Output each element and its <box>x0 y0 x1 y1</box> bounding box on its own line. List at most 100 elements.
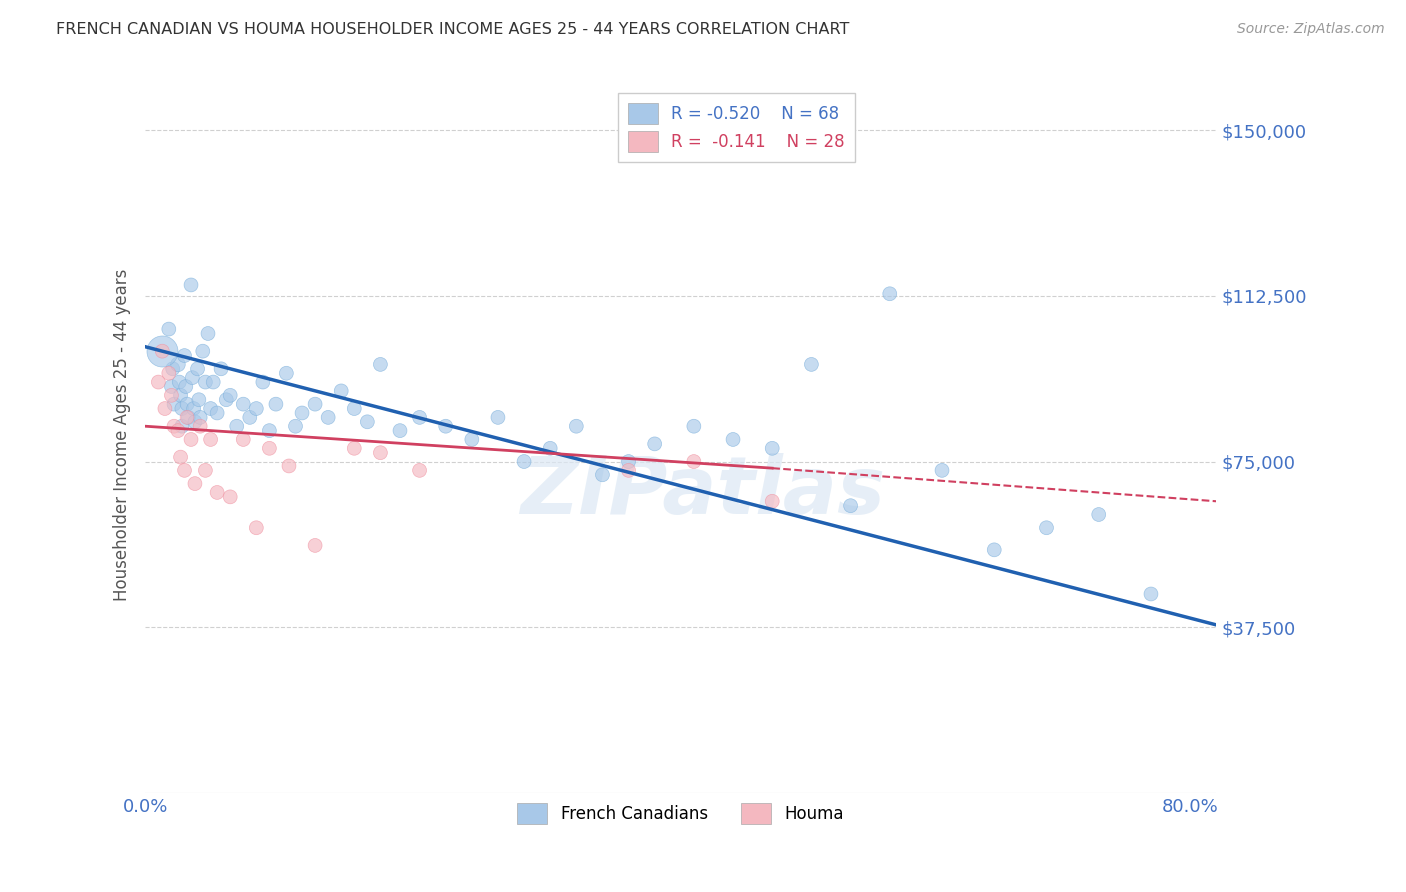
Point <box>839 499 862 513</box>
Point <box>232 397 254 411</box>
Y-axis label: Householder Income Ages 25 - 44 years: Householder Income Ages 25 - 44 years <box>114 268 131 601</box>
Point <box>245 401 267 416</box>
Point <box>184 476 207 491</box>
Point <box>180 277 202 292</box>
Point <box>239 410 262 425</box>
Point <box>215 392 238 407</box>
Point <box>219 490 242 504</box>
Point <box>191 344 214 359</box>
Point <box>617 454 640 468</box>
Point <box>513 454 536 468</box>
Point <box>408 463 430 477</box>
Point <box>169 450 191 464</box>
Point <box>644 437 666 451</box>
Point <box>194 463 217 477</box>
Point <box>370 446 392 460</box>
Legend: French Canadians, Houma: French Canadians, Houma <box>508 793 853 834</box>
Point <box>591 467 613 482</box>
Point <box>167 358 190 372</box>
Point <box>202 375 225 389</box>
Point <box>304 538 326 552</box>
Point <box>486 410 509 425</box>
Point <box>252 375 274 389</box>
Point <box>163 397 186 411</box>
Point <box>343 401 366 416</box>
Point <box>187 361 209 376</box>
Point <box>343 442 366 456</box>
Point <box>259 442 281 456</box>
Point <box>183 401 205 416</box>
Point <box>434 419 457 434</box>
Point <box>304 397 326 411</box>
Point <box>170 419 193 434</box>
Point <box>225 419 247 434</box>
Point <box>291 406 314 420</box>
Point <box>682 454 704 468</box>
Point <box>800 358 823 372</box>
Point <box>157 322 180 336</box>
Point <box>167 424 190 438</box>
Point <box>153 401 176 416</box>
Point <box>177 410 200 425</box>
Point <box>1087 508 1109 522</box>
Point <box>162 361 184 376</box>
Point <box>316 410 339 425</box>
Text: FRENCH CANADIAN VS HOUMA HOUSEHOLDER INCOME AGES 25 - 44 YEARS CORRELATION CHART: FRENCH CANADIAN VS HOUMA HOUSEHOLDER INC… <box>56 22 849 37</box>
Point <box>188 419 211 434</box>
Point <box>219 388 242 402</box>
Point <box>200 401 222 416</box>
Point <box>169 388 191 402</box>
Point <box>205 485 228 500</box>
Point <box>370 358 392 372</box>
Text: ZIPatlas: ZIPatlas <box>520 453 884 532</box>
Point <box>983 542 1005 557</box>
Point <box>761 442 783 456</box>
Point <box>721 433 744 447</box>
Point <box>330 384 353 398</box>
Point <box>1140 587 1163 601</box>
Point <box>148 375 170 389</box>
Point <box>157 366 180 380</box>
Point <box>388 424 411 438</box>
Point <box>197 326 219 341</box>
Point <box>461 433 484 447</box>
Text: Source: ZipAtlas.com: Source: ZipAtlas.com <box>1237 22 1385 37</box>
Point <box>617 463 640 477</box>
Point <box>180 433 202 447</box>
Point <box>538 442 561 456</box>
Point <box>232 433 254 447</box>
Point <box>276 366 298 380</box>
Point <box>188 410 211 425</box>
Point <box>931 463 953 477</box>
Point <box>187 392 209 407</box>
Point <box>150 344 173 359</box>
Point <box>150 344 173 359</box>
Point <box>284 419 307 434</box>
Point <box>245 521 267 535</box>
Point <box>160 379 183 393</box>
Point <box>264 397 287 411</box>
Point <box>259 424 281 438</box>
Point <box>173 463 195 477</box>
Point <box>174 379 197 393</box>
Point <box>682 419 704 434</box>
Point <box>209 361 232 376</box>
Point <box>356 415 378 429</box>
Point <box>181 370 204 384</box>
Point <box>173 349 195 363</box>
Point <box>408 410 430 425</box>
Point <box>176 410 198 425</box>
Point <box>1035 521 1057 535</box>
Point <box>194 375 217 389</box>
Point <box>169 375 191 389</box>
Point <box>200 433 222 447</box>
Point <box>163 419 186 434</box>
Point <box>184 415 207 429</box>
Point <box>170 401 193 416</box>
Point <box>205 406 228 420</box>
Point <box>761 494 783 508</box>
Point <box>176 397 198 411</box>
Point <box>278 458 301 473</box>
Point <box>160 388 183 402</box>
Point <box>565 419 588 434</box>
